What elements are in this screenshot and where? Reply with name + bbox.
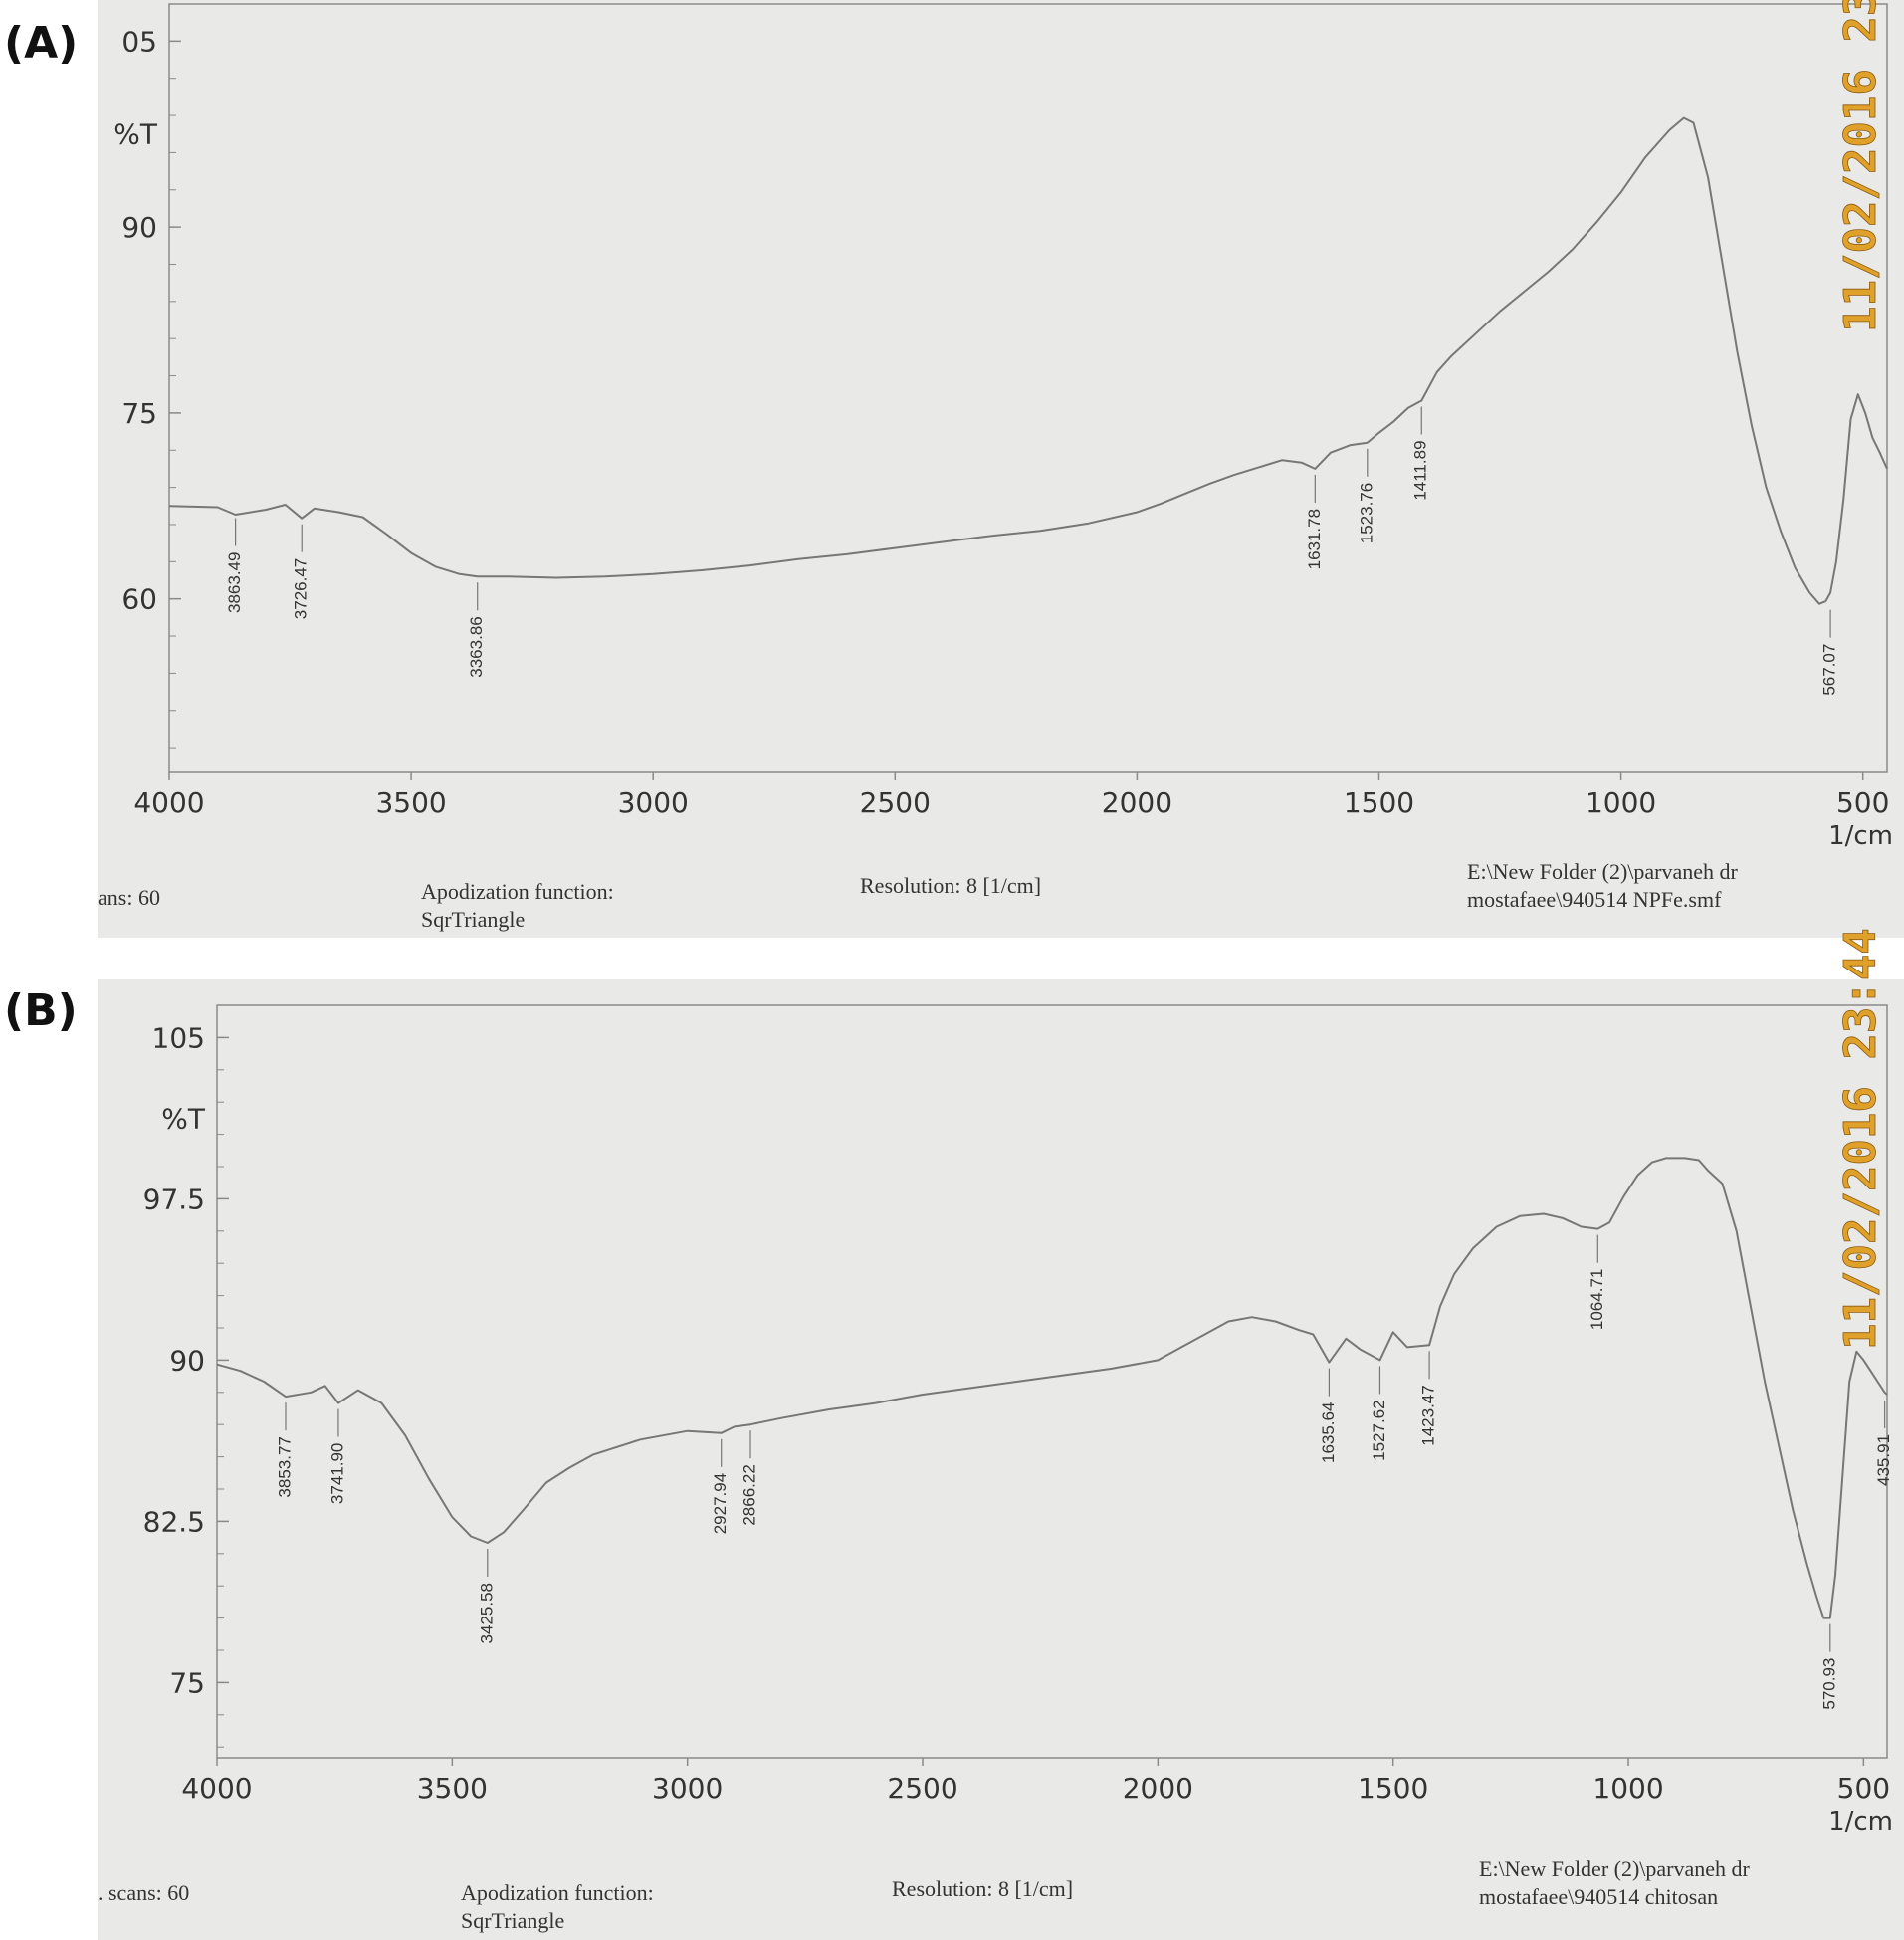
- x-tick-label: 500: [1836, 786, 1889, 819]
- peak-annotation: 3363.86: [467, 582, 486, 678]
- peak-label: 1523.76: [1357, 483, 1375, 543]
- footer-scans-b: . scans: 60: [98, 1880, 190, 1905]
- y-axis-label: %T: [161, 1102, 206, 1135]
- x-tick-label: 1500: [1344, 786, 1414, 819]
- x-tick-label: 3000: [618, 786, 689, 819]
- footer-scans-a: ans: 60: [98, 885, 160, 910]
- footer-apodization-a: Apodization function: SqrTriangle: [421, 879, 614, 932]
- peak-annotation: 1523.76: [1357, 448, 1375, 543]
- x-tick-label: 2000: [1102, 786, 1172, 819]
- peak-annotation: 2927.94: [711, 1438, 730, 1534]
- x-tick-label: 3500: [375, 786, 446, 819]
- footer-apodization-b: Apodization function: SqrTriangle: [461, 1880, 654, 1933]
- peak-annotation: 567.07: [1820, 609, 1839, 696]
- peak-annotation: 570.93: [1819, 1623, 1838, 1710]
- y-tick-label: 05: [121, 25, 157, 58]
- x-tick-label: 4000: [133, 786, 204, 819]
- peak-annotation: 1411.89: [1411, 406, 1430, 501]
- timestamp-stamp: 11/02/2016 23:44: [1835, 928, 1886, 1350]
- y-tick-label: 75: [121, 397, 157, 430]
- footer-resolution-a: Resolution: 8 [1/cm]: [860, 873, 1042, 898]
- x-tick-label: 1500: [1358, 1772, 1428, 1805]
- y-tick-label: 75: [169, 1666, 205, 1699]
- x-tick-label: 500: [1837, 1772, 1890, 1805]
- panel-label-a: (A): [4, 18, 79, 69]
- y-axis-label: %T: [113, 118, 158, 151]
- x-tick-label: 1000: [1592, 1772, 1663, 1805]
- y-tick-label: 90: [169, 1344, 205, 1377]
- plot-frame: [216, 1004, 1888, 1759]
- peak-label: 3863.49: [225, 552, 244, 613]
- peak-label: 3741.90: [327, 1443, 346, 1504]
- timestamp-stamp: 11/02/2016 23:2: [1835, 0, 1886, 332]
- peak-annotation: 1635.64: [1319, 1368, 1338, 1463]
- footer-file-a: E:\New Folder (2)\parvaneh dr mostafaee\…: [1467, 859, 1738, 912]
- x-tick-label: 4000: [181, 1772, 252, 1805]
- x-tick-label: 2500: [887, 1772, 957, 1805]
- peak-label: 435.91: [1874, 1434, 1893, 1486]
- peak-annotation: 435.91: [1874, 1400, 1893, 1486]
- peak-annotation: 2866.22: [740, 1430, 758, 1526]
- panel-label-b: (B): [4, 985, 78, 1036]
- peak-label: 3726.47: [292, 558, 311, 619]
- x-tick-label: 2500: [860, 786, 931, 819]
- x-axis-unit: 1/cm: [1828, 1807, 1893, 1836]
- y-tick-label: 60: [121, 583, 157, 616]
- plot-frame: [168, 3, 1888, 773]
- y-tick-label: 105: [152, 1021, 205, 1054]
- peak-annotation: 3863.49: [225, 518, 244, 613]
- y-tick-label: 97.5: [143, 1183, 205, 1215]
- spectrum-trace-NPFe: [168, 116, 1888, 605]
- peak-label: 570.93: [1819, 1658, 1838, 1710]
- peak-annotation: 3741.90: [327, 1408, 346, 1504]
- footer-resolution-b: Resolution: 8 [1/cm]: [892, 1876, 1074, 1901]
- peak-label: 1423.47: [1419, 1385, 1438, 1445]
- peak-annotation: 1064.71: [1587, 1234, 1606, 1330]
- peak-label: 1631.78: [1305, 509, 1324, 569]
- peak-label: 1635.64: [1319, 1402, 1338, 1463]
- peak-label: 567.07: [1820, 644, 1839, 696]
- spectrum-trace-chitosan: [216, 1157, 1888, 1619]
- peak-annotation: 3853.77: [275, 1402, 294, 1498]
- x-tick-label: 2000: [1123, 1772, 1193, 1805]
- peak-annotation: 1527.62: [1370, 1366, 1388, 1461]
- x-tick-label: 3000: [652, 1772, 723, 1805]
- peak-label: 1527.62: [1370, 1400, 1388, 1460]
- x-tick-label: 3500: [417, 1772, 488, 1805]
- peak-annotation: 3425.58: [477, 1549, 496, 1643]
- x-tick-label: 1000: [1586, 786, 1656, 819]
- y-tick-label: 82.5: [143, 1505, 205, 1538]
- peak-annotation: 3726.47: [292, 524, 311, 619]
- peak-label: 3363.86: [467, 616, 486, 677]
- y-tick-label: 90: [121, 211, 157, 244]
- peak-label: 2866.22: [740, 1464, 758, 1525]
- peak-annotation: 1631.78: [1305, 474, 1324, 569]
- x-axis-unit: 1/cm: [1828, 821, 1893, 851]
- peak-label: 1411.89: [1411, 440, 1430, 500]
- peak-label: 2927.94: [711, 1473, 730, 1534]
- peak-label: 1064.71: [1587, 1269, 1606, 1330]
- peak-annotation: 1423.47: [1419, 1351, 1438, 1446]
- peak-label: 3425.58: [477, 1583, 496, 1643]
- spectrum-sheet-a: 4000 3500 3000 2500 2000 1500 1000 500 1/cm 05 90 7…: [98, 0, 1904, 938]
- footer-file-b: E:\New Folder (2)\parvaneh dr mostafaee\…: [1479, 1856, 1750, 1909]
- peak-label: 3853.77: [275, 1436, 294, 1497]
- spectrum-sheet-b: 4000 3500 3000 2500 2000 1500 1000 500 1/cm 105 97…: [98, 928, 1904, 1940]
